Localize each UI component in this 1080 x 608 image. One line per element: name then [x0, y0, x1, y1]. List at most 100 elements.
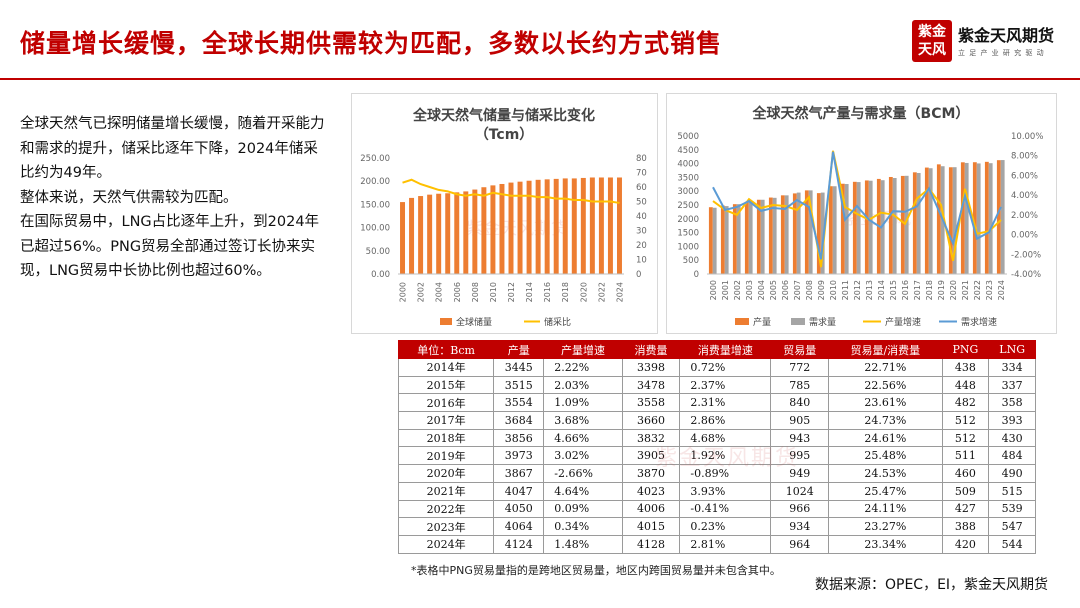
bar [571, 178, 577, 274]
table-header-cell: 产量增速 [543, 340, 623, 359]
y2-tick-label: 70 [636, 169, 647, 179]
bar [756, 199, 761, 274]
table-cell: 420 [941, 534, 990, 554]
y2-tick-label: 2.00% [1011, 211, 1038, 221]
legend-label: 产量增速 [885, 316, 921, 328]
y2-tick-label: 6.00% [1011, 171, 1038, 181]
table-cell: 3.02% [543, 446, 623, 466]
table-cell: 2017年 [397, 411, 495, 430]
table-cell: 2023年 [397, 517, 495, 536]
bar [928, 168, 933, 274]
table-header-cell: 消费量 [621, 340, 681, 359]
x-tick-label: 2014 [877, 280, 886, 300]
production-demand-chart: 全球天然气产量与需求量（BCM）紫金天风05001000150020002500… [677, 105, 1043, 328]
bar [517, 181, 523, 274]
y-tick-label: 500 [683, 256, 699, 266]
bar [948, 167, 953, 274]
x-tick-label: 2022 [597, 282, 606, 302]
summary-paragraph-2: 整体来说，天然气供需较为匹配。 [20, 189, 238, 206]
bar [607, 177, 613, 274]
table-cell: 2014年 [397, 358, 495, 377]
x-tick-label: 2008 [805, 280, 814, 300]
table-cell: 448 [941, 375, 990, 395]
table-cell: 490 [988, 464, 1036, 483]
table-cell: 4.66% [543, 428, 623, 448]
y2-tick-label: 0 [636, 270, 641, 280]
x-tick-label: 2004 [757, 280, 766, 300]
bar [454, 192, 460, 274]
table-cell: 25.47% [828, 481, 943, 501]
bar [984, 161, 989, 274]
table-cell: 4015 [621, 517, 681, 536]
table-header-cell: LNG [988, 340, 1036, 359]
bar [720, 205, 725, 274]
table-cell: 23.61% [828, 393, 943, 413]
bar [1000, 160, 1005, 274]
table-cell: 22.71% [828, 358, 943, 377]
table-cell: 23.34% [828, 534, 943, 554]
y-tick-label: 5000 [677, 132, 699, 142]
bar [544, 179, 550, 274]
table-cell: 2019年 [397, 446, 495, 466]
bar [900, 175, 905, 274]
table-cell: 512 [941, 428, 990, 448]
bar [598, 177, 604, 274]
bar [804, 190, 809, 274]
bar [868, 180, 873, 274]
bar [816, 193, 821, 274]
table-header-cell: 单位：Bcm [397, 340, 495, 359]
bar [996, 160, 1001, 274]
brand-name: 紫金天风期货 [958, 26, 1055, 45]
table-cell: 2020年 [397, 464, 495, 483]
x-tick-label: 2018 [561, 282, 570, 302]
bar [888, 176, 893, 274]
table-cell: 2021年 [397, 481, 495, 501]
chart-watermark: 紫金天风期货 [466, 219, 568, 239]
table-cell: 4047 [493, 481, 545, 501]
table-cell: 438 [941, 358, 990, 377]
y-tick-label: 3000 [677, 187, 699, 197]
x-tick-label: 2006 [781, 280, 790, 300]
table-row: 2020年 3867 -2.66% 3870 -0.89% 949 24.53% 460 490 [397, 464, 1036, 483]
table-cell: 515 [988, 481, 1036, 501]
table-cell: 23.27% [828, 517, 943, 536]
table-cell: 3554 [493, 393, 545, 413]
table-cell: 2.86% [679, 411, 772, 430]
x-tick-label: 2005 [769, 280, 778, 300]
bar [562, 178, 568, 274]
bar [427, 194, 433, 274]
table-cell: 2.22% [543, 358, 623, 377]
x-tick-label: 2004 [435, 282, 444, 302]
table-row: 2016年 3554 1.09% 3558 2.31% 840 23.61% 482 358 [397, 393, 1036, 413]
table-cell: 2.03% [543, 375, 623, 395]
y2-tick-label: -4.00% [1011, 270, 1041, 280]
table-row: 2018年 3856 4.66% 3832 4.68% 943 24.61% 512 430 [397, 428, 1036, 448]
y-tick-label: 4500 [677, 146, 699, 156]
table-cell: 539 [988, 499, 1036, 519]
table-row: 2021年 4047 4.64% 4023 3.93% 1024 25.47% 509 515 [397, 481, 1036, 501]
table-cell: 2.37% [679, 375, 772, 395]
x-tick-label: 2016 [543, 282, 552, 302]
table-cell: -0.89% [679, 464, 772, 483]
bar [856, 182, 861, 274]
table-cell: 509 [941, 481, 990, 501]
x-tick-label: 2019 [937, 280, 946, 300]
table-cell: 4050 [493, 499, 545, 519]
gas-balance-table: 单位：Bcm 产量 产量增速 消费量 消费量增速 贸易量 贸易量/消费量 PNG LNG 201… [397, 340, 1036, 554]
table-cell: 785 [770, 375, 830, 395]
table-cell: 25.48% [828, 446, 943, 466]
table-cell: 358 [988, 393, 1036, 413]
table-cell: 3515 [493, 375, 545, 395]
x-tick-label: 2022 [973, 280, 982, 300]
table-footnote: *表格中PNG贸易量指的是跨地区贸易量，地区内跨国贸易量并未包含其中。 [411, 564, 781, 577]
table-cell: 430 [988, 428, 1036, 448]
bar [490, 185, 496, 274]
table-row: 2023年 4064 0.34% 4015 0.23% 934 23.27% 388 547 [397, 517, 1036, 536]
table-cell: 934 [770, 517, 830, 536]
table-cell: 2015年 [397, 375, 495, 395]
y-tick-label: 3500 [677, 173, 699, 183]
table-cell: 388 [941, 517, 990, 536]
x-tick-label: 2016 [901, 280, 910, 300]
title-divider [0, 78, 1080, 80]
bar [589, 177, 595, 274]
